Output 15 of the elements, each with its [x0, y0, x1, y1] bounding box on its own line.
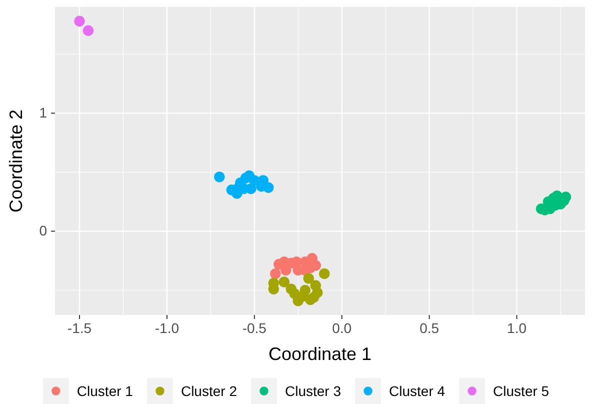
x-tick-label: -1.0 [154, 320, 180, 336]
y-tick-label: 0 [39, 222, 48, 239]
legend-label: Cluster 3 [284, 383, 342, 399]
legend-label: Cluster 2 [180, 383, 238, 399]
legend-label: Cluster 5 [493, 383, 550, 399]
x-tick-label: 0.0 [332, 320, 352, 336]
legend-label: Cluster 4 [389, 383, 446, 399]
x-tick-label: -1.5 [67, 320, 92, 336]
x-tick-label: 0.5 [420, 320, 440, 336]
x-tick-label: 1.0 [507, 320, 527, 336]
y-tick-label: 1 [39, 104, 48, 121]
x-axis-title: Coordinate 1 [268, 344, 372, 364]
y-axis-title: Coordinate 2 [6, 109, 26, 213]
x-tick-label: -0.5 [242, 320, 267, 336]
legend-label: Cluster 1 [76, 383, 134, 399]
